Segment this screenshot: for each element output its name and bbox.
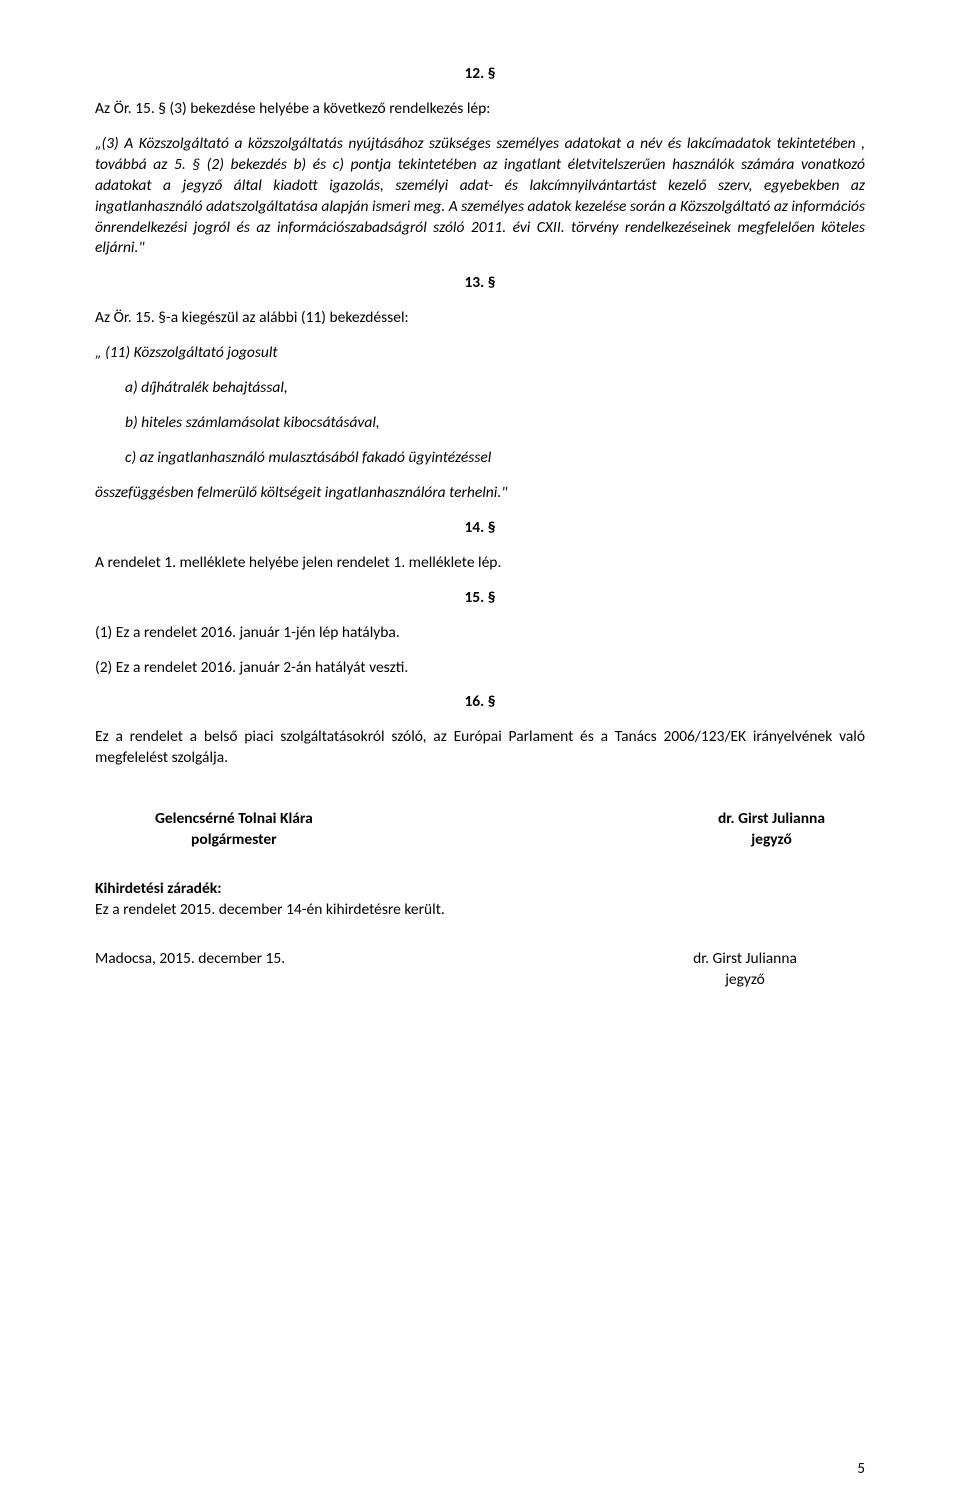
signature-row: Gelencsérné Tolnai Klára polgármester dr… — [95, 809, 865, 851]
p13-lead: „ (11) Közszolgáltató jogosult — [95, 343, 865, 364]
page-number: 5 — [857, 1459, 865, 1479]
p13-item-b: b) hiteles számlamásolat kibocsátásával, — [95, 413, 865, 434]
p13-close: összefüggésben felmerülő költségeit inga… — [95, 483, 865, 504]
section-number-14: 14. § — [95, 518, 865, 539]
closing-sign-name: dr. Girst Julianna — [665, 949, 825, 970]
p12-intro: Az Ör. 15. § (3) bekezdése helyébe a köv… — [95, 99, 865, 120]
zaradek-title: Kihirdetési záradék: — [95, 879, 865, 900]
p13-item-a: a) díjhátralék behajtással, — [95, 378, 865, 399]
signature-left: Gelencsérné Tolnai Klára polgármester — [155, 809, 313, 851]
publication-clause: Kihirdetési záradék: Ez a rendelet 2015.… — [95, 879, 865, 921]
p15-1: (1) Ez a rendelet 2016. január 1-jén lép… — [95, 623, 865, 644]
p13-intro: Az Ör. 15. §-a kiegészül az alábbi (11) … — [95, 308, 865, 329]
p14-text: A rendelet 1. melléklete helyébe jelen r… — [95, 553, 865, 574]
p12-body: „(3) A Közszolgáltató a közszolgáltatás … — [95, 134, 865, 260]
zaradek-text: Ez a rendelet 2015. december 14-én kihir… — [95, 900, 865, 921]
section-number-15: 15. § — [95, 588, 865, 609]
p15-2: (2) Ez a rendelet 2016. január 2-án hatá… — [95, 658, 865, 679]
section-number-13: 13. § — [95, 273, 865, 294]
sig-right-name: dr. Girst Julianna — [718, 809, 825, 830]
section-number-16: 16. § — [95, 692, 865, 713]
closing-row: Madocsa, 2015. december 15. dr. Girst Ju… — [95, 949, 865, 991]
closing-signer: dr. Girst Julianna jegyző — [665, 949, 825, 991]
signature-right: dr. Girst Julianna jegyző — [718, 809, 825, 851]
closing-place-date: Madocsa, 2015. december 15. — [95, 949, 285, 991]
sig-right-title: jegyző — [718, 830, 825, 851]
sig-left-title: polgármester — [155, 830, 313, 851]
closing-sign-title: jegyző — [665, 970, 825, 991]
sig-left-name: Gelencsérné Tolnai Klára — [155, 809, 313, 830]
section-number-12: 12. § — [95, 64, 865, 85]
p16-text: Ez a rendelet a belső piaci szolgáltatás… — [95, 727, 865, 769]
p13-item-c: c) az ingatlanhasználó mulasztásából fak… — [95, 448, 865, 469]
